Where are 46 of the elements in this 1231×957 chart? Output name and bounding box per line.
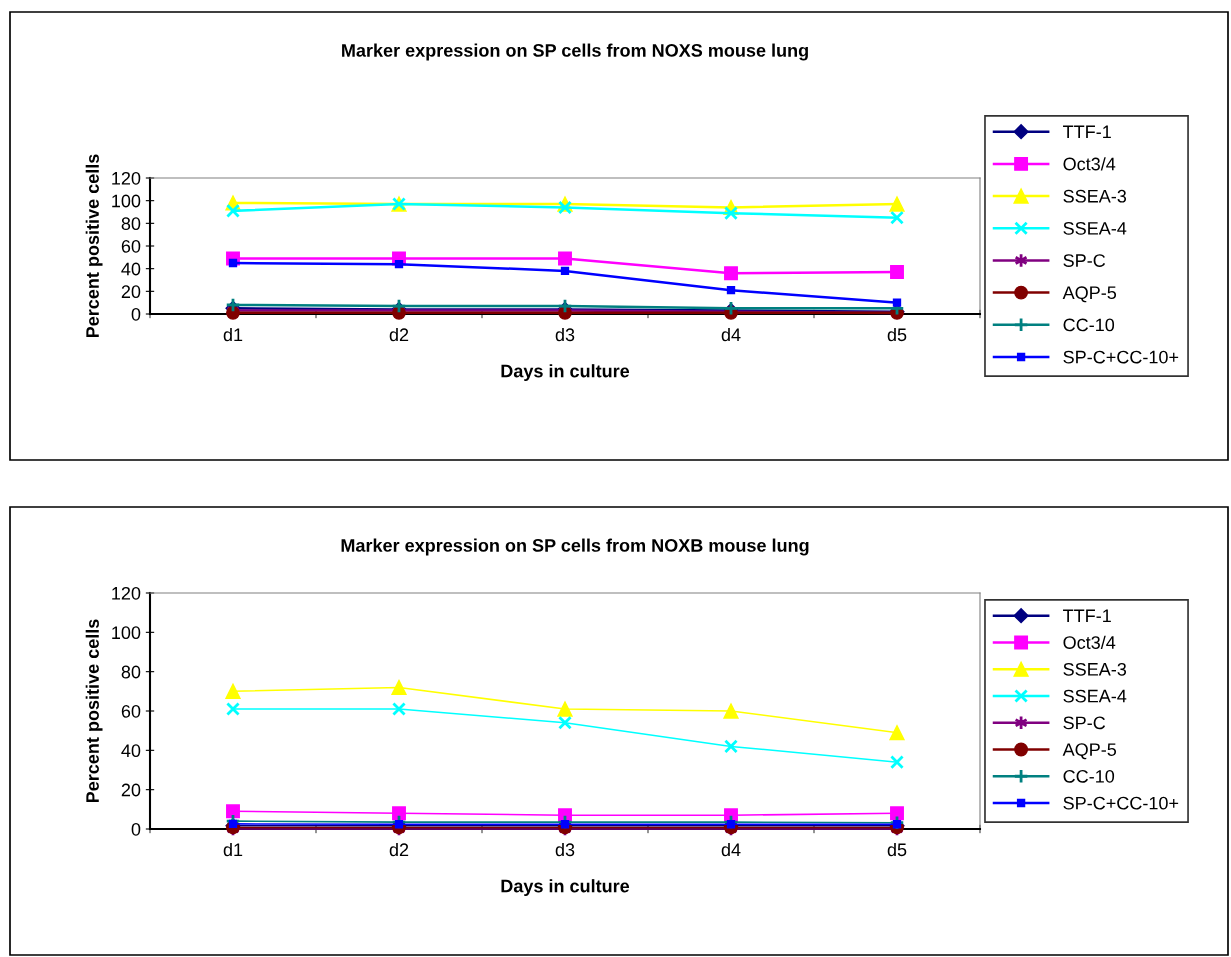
y-tick-label: 40 [121,262,141,276]
y-tick-label: 100 [112,194,141,208]
x-axis-title: Days in culture [501,364,630,381]
chart-title: Marker expression on SP cells from NOXS mouse lung [342,43,808,61]
legend-label: TTF-1 [1063,125,1111,139]
legend-label: AQP-5 [1062,286,1117,303]
y-tick-label: 80 [121,665,141,679]
legend-label: Oct3/4 [1063,157,1116,171]
x-tick-label: d4 [721,842,741,857]
y-tick-label: 100 [112,626,141,640]
y-tick-label: 60 [121,239,141,253]
y-tick-label: 80 [121,217,141,231]
legend-label: SP-C [1063,716,1106,730]
legend-label: SP-C+CC-10+ [1063,796,1179,810]
chart-title: Marker expression on SP cells from NOXB mouse lung [341,538,809,556]
legend-label: CC-10 [1063,318,1115,332]
x-tick-label: d1 [223,842,243,857]
legend-label: SSEA-4 [1063,689,1127,703]
y-tick-label: 20 [121,285,141,299]
x-tick-label: d2 [389,327,409,342]
x-tick-label: d5 [887,327,907,342]
legend-label: SP-C [1063,254,1106,267]
y-axis-title: Percent positive cells [85,154,103,338]
x-axis-title: Days in culture [501,879,630,896]
x-tick-label: d3 [555,327,575,342]
y-tick-label: 40 [121,744,141,758]
legend-label: SSEA-4 [1063,221,1127,235]
legend-label: SSEA-3 [1063,662,1127,676]
legend-label: CC-10 [1063,769,1115,783]
x-tick-label: d5 [887,842,907,857]
y-tick-label: 120 [112,171,141,185]
legend-label: TTF-1 [1063,609,1111,622]
y-tick-label: 60 [121,704,141,718]
y-tick-label: 0 [131,307,141,321]
x-tick-label: d3 [555,842,575,857]
x-tick-label: d1 [223,327,243,342]
y-tick-label: 120 [112,586,141,600]
x-tick-label: d2 [389,842,409,857]
y-axis-title: Percent positive cells [85,619,103,803]
y-tick-label: 20 [121,783,141,797]
y-tick-label: 0 [131,822,141,836]
x-tick-label: d4 [721,327,741,342]
legend-label: AQP-5 [1062,743,1117,760]
legend-label: SP-C+CC-10+ [1063,350,1179,364]
legend-label: Oct3/4 [1063,635,1116,649]
legend-label: SSEA-3 [1063,189,1127,203]
